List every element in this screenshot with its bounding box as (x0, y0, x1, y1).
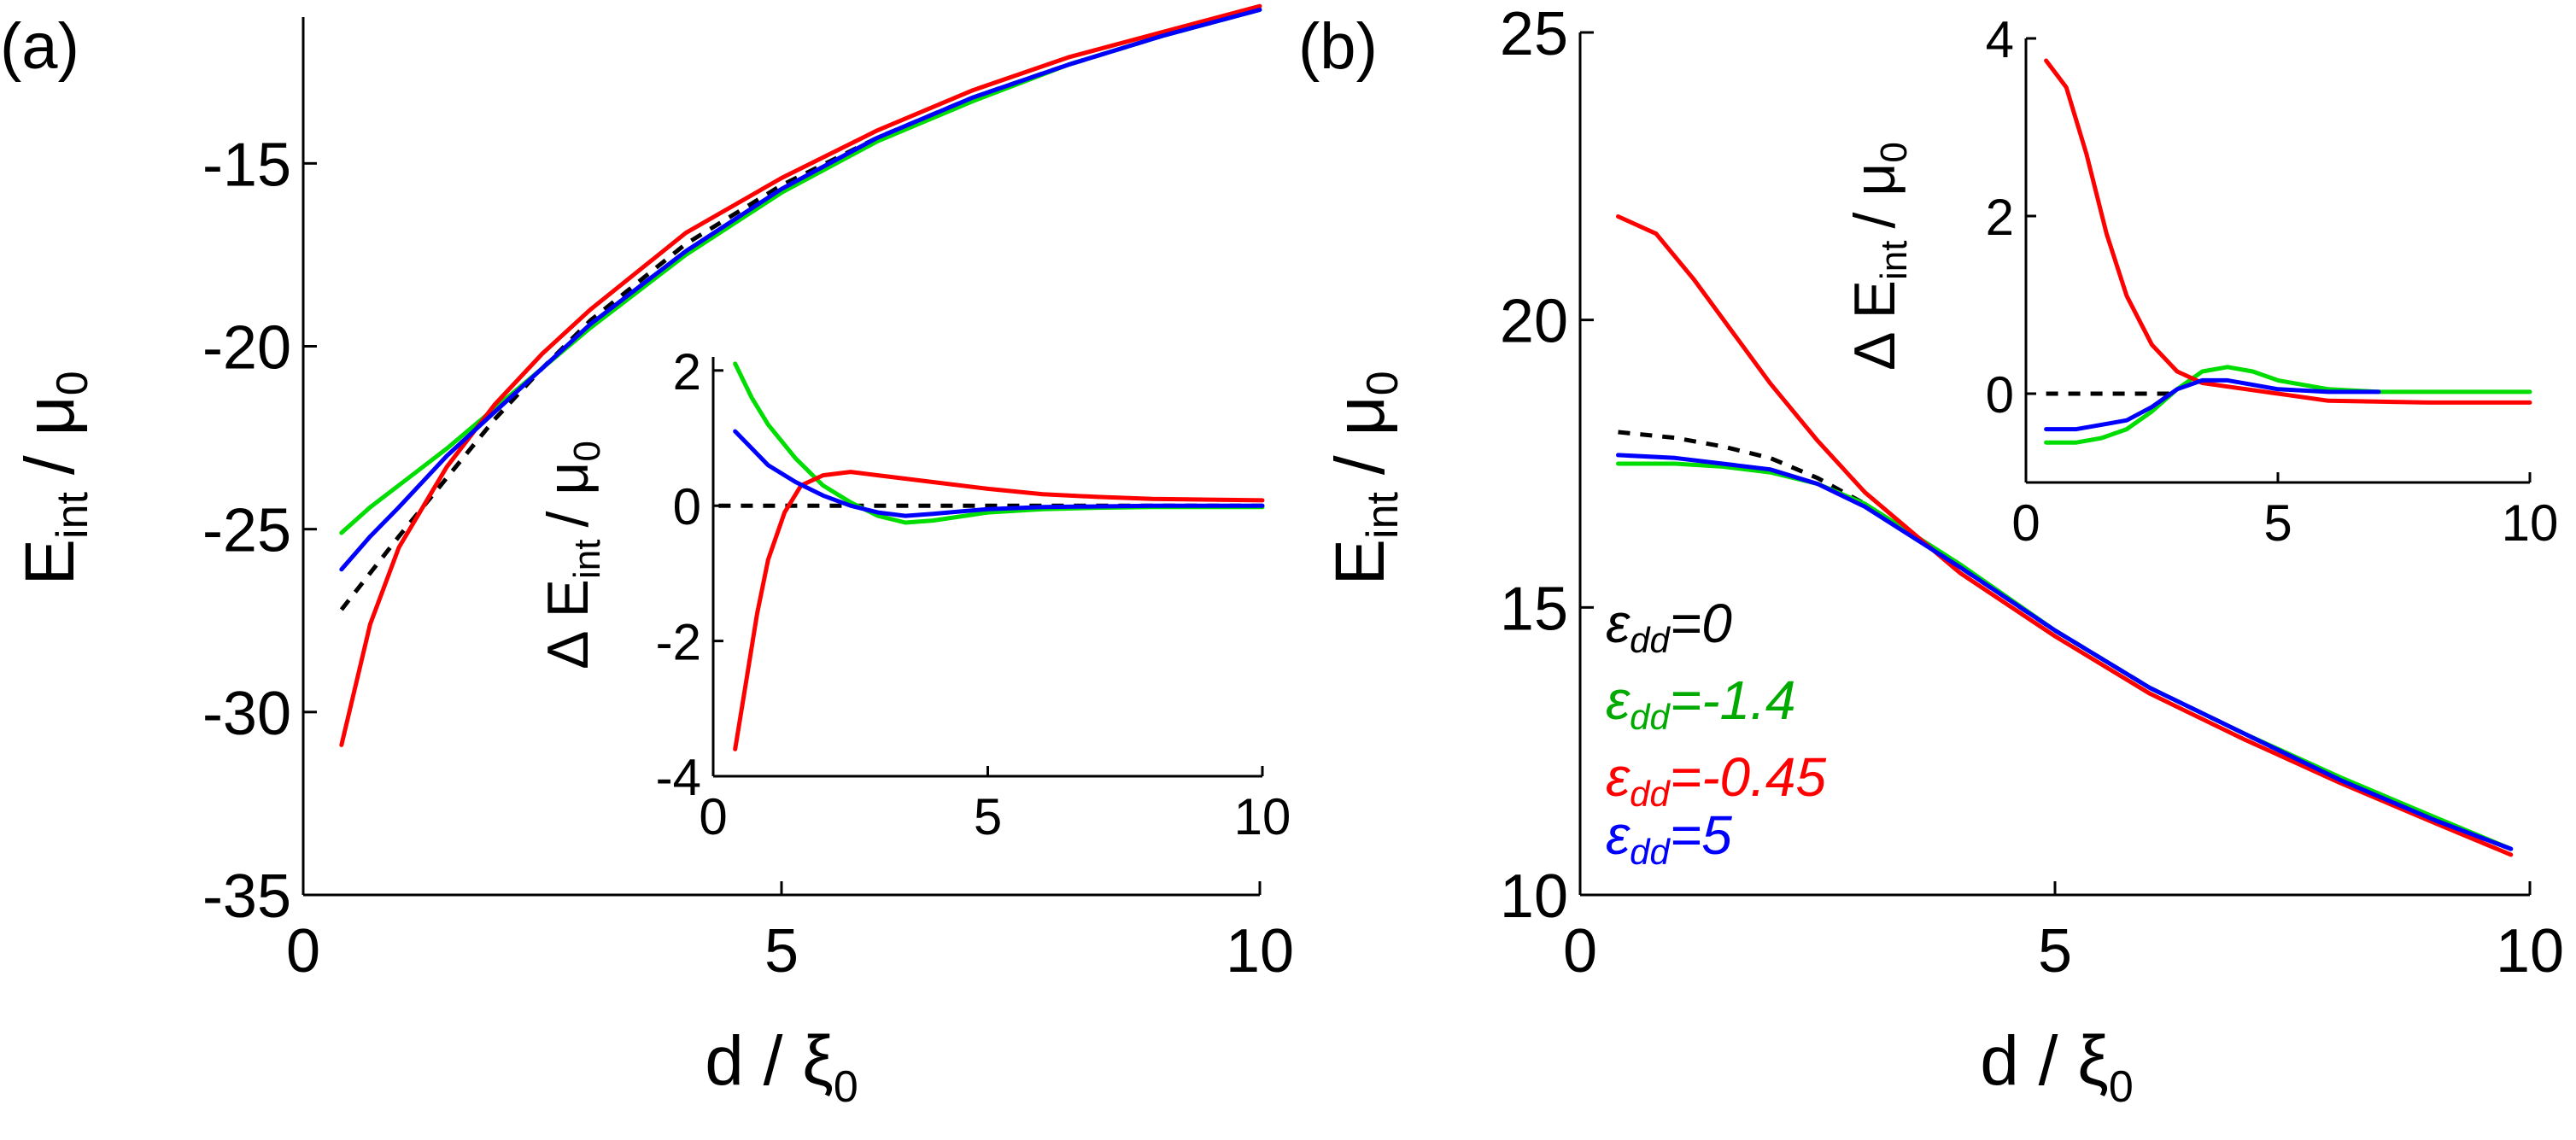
panel-b-inset-xticks: 0 5 10 (2011, 472, 2558, 552)
panel-b-inset-lines (2044, 58, 2532, 445)
panel-a-lines (339, 3, 1262, 747)
panel-a-ytick-label: -35 (202, 862, 291, 931)
panel-a-inset-ytick-label: 0 (673, 478, 701, 535)
panel-b-ytick-label: 10 (1500, 862, 1568, 931)
panel-a-ytick-label: -25 (202, 497, 291, 565)
panel-b-lines (1616, 214, 2514, 857)
panel-a-inset-series-epsdd-minus-0-45 (733, 470, 1265, 751)
panel-b-ytick-label: 25 (1500, 0, 1568, 68)
panel-a-ytick-label: -30 (202, 680, 291, 748)
panel-a-inset: -4 -2 0 2 0 5 10 Δ Eint/ μ0 (536, 343, 1291, 845)
panel-b-inset-ytick-label: 2 (1986, 189, 2014, 246)
panel-b-series-epsdd-minus-1-4 (1616, 461, 2514, 851)
panel-b-inset-ylabel: Δ Eint/ μ0 (1842, 142, 1915, 371)
panel-a-xtick-label: 10 (1226, 917, 1294, 985)
panel-a-inset-xticks: 0 5 10 (699, 766, 1291, 845)
panel-b-legend: εdd=0 εdd=-1.4 εdd=-0.45 εdd=5 (1606, 593, 1827, 872)
panel-b-ylabel: Eint/ μ0 (1321, 371, 1408, 585)
panel-a-inset-yticks: -4 -2 0 2 (656, 343, 723, 806)
panel-b-inset-series-epsdd-5 (2044, 377, 2381, 432)
panel-b-xlabel: d / ξ0 (1980, 1022, 2134, 1112)
panel-b-inset: 0 2 4 0 5 10 Δ Eint/ μ0 (1842, 11, 2558, 552)
panel-a-xtick-label: 5 (764, 917, 799, 985)
panel-b-inset-xtick-label: 0 (2011, 494, 2040, 552)
panel-b-xtick-label: 10 (2496, 917, 2564, 985)
panel-b-inset-xtick-label: 10 (2502, 494, 2559, 552)
panel-b-yticks: 10 15 20 25 (1500, 0, 1594, 931)
panel-a-ytick-label: -20 (202, 314, 291, 383)
panel-a-inset-ylabel: Δ Eint/ μ0 (536, 441, 608, 669)
panel-a-inset-ytick-label: -4 (656, 749, 701, 806)
panel-b-ytick-label: 15 (1500, 575, 1568, 643)
panel-a-series-epsdd-0 (339, 7, 1261, 611)
panel-a-xtick-label: 0 (286, 917, 320, 985)
panel-b-xtick-label: 5 (2038, 917, 2072, 985)
panel-b-inset-ytick-label: 0 (1986, 366, 2014, 424)
panel-b-xtick-label: 0 (1563, 917, 1597, 985)
panel-b-series-epsdd-5 (1616, 453, 2514, 851)
panel-a-inset-series-epsdd-5 (733, 429, 1265, 518)
panel-b-xticks: 0 5 10 (1563, 881, 2564, 985)
panel-a-inset-ytick-label: -2 (656, 614, 701, 671)
legend-item-eps-minus-1-4: εdd=-1.4 (1606, 669, 1796, 737)
panel-b-label: (b) (1298, 10, 1378, 83)
panel-a-inset-ytick-label: 2 (673, 343, 701, 400)
panel-a-label: (a) (0, 10, 79, 83)
legend-item-eps-0: εdd=0 (1606, 593, 1732, 660)
panel-a-ylabel: Eint/ μ0 (11, 371, 97, 585)
panel-a-xlabel: d / ξ0 (705, 1022, 858, 1112)
panel-a-ytick-label: -15 (202, 131, 291, 199)
panel-a-inset-xtick-label: 10 (1234, 788, 1291, 845)
panel-b-inset-series-epsdd-minus-1-4 (2044, 365, 2532, 445)
panel-b-inset-xtick-label: 5 (2263, 494, 2292, 552)
panel-a-series-epsdd-minus-1-4 (339, 7, 1262, 535)
panel-b-inset-series-epsdd-minus-0-45 (2044, 58, 2532, 405)
panel-a-series-epsdd-minus-0-45 (339, 3, 1262, 747)
legend-item-eps-minus-0-45: εdd=-0.45 (1606, 746, 1827, 814)
panel-b-inset-yticks: 0 2 4 (1986, 11, 2036, 424)
panel-a-inset-xtick-label: 5 (974, 788, 1002, 845)
panel-a-inset-lines (718, 361, 1265, 751)
panel-a-inset-xtick-label: 0 (699, 788, 727, 845)
panel-a: (a) -35-30-25-20-15 0 5 10 Eint/ μ0 d / ξ0… (0, 3, 1294, 1112)
panel-b-inset-ytick-label: 4 (1986, 11, 2014, 68)
panel-b-ytick-label: 20 (1500, 288, 1568, 356)
panel-a-yticks: -35 -30 -25 -20 -15 (202, 131, 317, 931)
panel-a-xticks: 0 5 10 (286, 881, 1294, 985)
legend-item-eps-5: εdd=5 (1606, 804, 1732, 872)
panel-a-series-epsdd-5 (339, 7, 1262, 572)
panel-b-series-epsdd-minus-0-45 (1616, 214, 2514, 857)
